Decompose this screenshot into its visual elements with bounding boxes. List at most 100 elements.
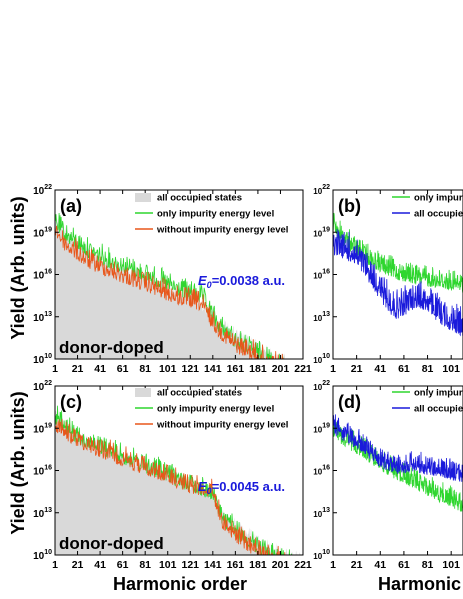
panel-c: 1 21 41 61 81 101 121 141 161 181 201 2211010101310… — [33, 380, 312, 571]
panel-d: 1 21 41 61 81 101 1010 1013 1016 1019 1022 (d) only … — [313, 380, 463, 571]
y-tick-label-c: 1022 — [33, 380, 52, 393]
series-line-b-0 — [333, 212, 463, 293]
x-tick-label-a: 61 — [117, 363, 129, 375]
legend-label-a: only impurity energy level — [157, 209, 274, 220]
x-tick-label-a: 161 — [227, 363, 245, 375]
y-tick-label-a: 1016 — [33, 269, 52, 282]
y-tick-label-d: 1010 — [313, 549, 330, 561]
y-tick-label-d: 1013 — [313, 507, 330, 519]
x-tick-label-a: 181 — [249, 363, 267, 375]
panel-a: 1 21 41 61 81 101 121 141 161 181 201 2211010101310… — [33, 184, 312, 375]
y-tick-label-a: 1013 — [33, 311, 52, 324]
legend-label-c: only impurity energy level — [157, 404, 274, 415]
legend-label-a: all occupied states — [157, 193, 242, 204]
x-axis-title-right: Harmonic order — [378, 574, 463, 594]
y-tick-label-a: 1022 — [33, 184, 52, 197]
panel-b: 1 21 41 61 81 101 1010 1013 1016 1019 1022 (b) only … — [313, 184, 463, 375]
x-tick-label-d: 41 — [374, 559, 386, 571]
field-label-c: E0=0.0045 a.u. — [198, 479, 285, 496]
x-tick-label-c: 1 — [52, 559, 58, 571]
x-tick-label-b: 101 — [442, 363, 460, 375]
plot-area-b — [333, 212, 463, 337]
field-label-a: E0=0.0038 a.u. — [198, 273, 285, 290]
legend-label-b: only impurity energy level — [414, 193, 463, 204]
legend-d: only impurity energy level all occupied s… — [392, 388, 463, 415]
x-tick-label-a: 221 — [294, 363, 312, 375]
panel-label-c: (c) — [60, 392, 82, 412]
x-tick-label-d: 1 — [330, 559, 336, 571]
series-line-a-2 — [55, 225, 284, 359]
y-tick-label-d: 1016 — [313, 465, 330, 477]
legend-swatch-a — [135, 193, 151, 202]
x-tick-label-c: 161 — [227, 559, 245, 571]
legend-label-b: all occupied states — [414, 209, 463, 220]
x-tick-label-d: 81 — [422, 559, 434, 571]
y-axis-title-bottom: Yield (Arb. units) — [8, 391, 28, 534]
x-tick-label-c: 81 — [139, 559, 151, 571]
x-tick-label-a: 81 — [139, 363, 151, 375]
x-tick-label-a: 21 — [72, 363, 84, 375]
panel-label-d: (d) — [338, 392, 361, 412]
series-line-d-1 — [333, 414, 463, 482]
y-tick-label-c: 1010 — [33, 549, 52, 562]
x-tick-label-a: 141 — [204, 363, 222, 375]
legend-label-a: without impurity energy level — [156, 225, 288, 236]
panel-label-a: (a) — [60, 196, 82, 216]
x-tick-label-a: 1 — [52, 363, 58, 375]
y-tick-label-d: 1019 — [313, 422, 330, 434]
x-tick-label-d: 61 — [398, 559, 410, 571]
legend-label-d: only impurity energy level — [414, 388, 463, 399]
x-tick-label-b: 61 — [398, 363, 410, 375]
series-line-c-2 — [55, 419, 286, 555]
x-tick-label-c: 61 — [117, 559, 129, 571]
plot-area-a — [55, 212, 289, 359]
x-tick-label-a: 201 — [272, 363, 290, 375]
y-tick-label-b: 1010 — [313, 353, 330, 365]
legend-label-c: all occupied states — [157, 388, 242, 399]
y-tick-label-b: 1019 — [313, 226, 330, 238]
legend-c: all occupied states only impurity energy … — [135, 388, 288, 431]
x-tick-label-c: 121 — [182, 559, 200, 571]
y-tick-label-b: 1013 — [313, 311, 330, 323]
y-tick-label-d: 1022 — [313, 380, 330, 392]
x-tick-label-b: 41 — [374, 363, 386, 375]
series-line-b-1 — [333, 228, 463, 337]
x-tick-label-a: 121 — [182, 363, 200, 375]
y-tick-label-c: 1013 — [33, 507, 52, 520]
series-area-a-0 — [55, 216, 289, 359]
x-tick-label-b: 1 — [330, 363, 336, 375]
legend-swatch-c — [135, 388, 151, 397]
y-tick-label-a: 1019 — [33, 226, 52, 239]
x-tick-label-c: 141 — [204, 559, 222, 571]
plot-area-d — [333, 414, 463, 512]
plot-area-c — [55, 405, 303, 555]
y-tick-label-b: 1022 — [313, 184, 330, 196]
y-axis-title-top: Yield (Arb. units) — [8, 196, 28, 339]
panel-label-b: (b) — [338, 196, 361, 216]
x-tick-label-a: 41 — [94, 363, 106, 375]
legend-label-c: without impurity energy level — [156, 420, 288, 431]
x-tick-label-a: 101 — [159, 363, 177, 375]
x-tick-label-b: 21 — [351, 363, 363, 375]
annotation-c: donor-doped — [59, 534, 164, 553]
x-tick-label-c: 101 — [159, 559, 177, 571]
x-tick-label-d: 101 — [442, 559, 460, 571]
legend-b: only impurity energy level all occupied s… — [392, 193, 463, 220]
x-tick-label-c: 201 — [272, 559, 290, 571]
x-tick-label-c: 21 — [72, 559, 84, 571]
x-tick-label-c: 221 — [294, 559, 312, 571]
y-tick-label-c: 1016 — [33, 465, 52, 478]
x-axis-title-left: Harmonic order — [113, 574, 247, 594]
y-tick-label-c: 1019 — [33, 422, 52, 435]
x-tick-label-c: 181 — [249, 559, 267, 571]
annotation-a: donor-doped — [59, 338, 164, 357]
x-tick-label-c: 41 — [94, 559, 106, 571]
y-tick-label-b: 1016 — [313, 269, 330, 281]
legend-a: all occupied states only impurity energy … — [135, 193, 288, 236]
y-tick-label-a: 1010 — [33, 353, 52, 366]
series-line-c-1 — [55, 405, 292, 555]
legend-label-d: all occupied states — [414, 404, 463, 415]
x-tick-label-b: 81 — [422, 363, 434, 375]
x-tick-label-d: 21 — [351, 559, 363, 571]
